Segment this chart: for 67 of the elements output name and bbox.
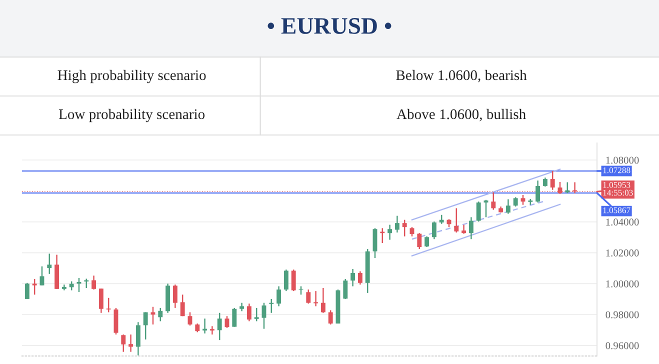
candlestick xyxy=(343,278,348,300)
y-tick-label: 1.02000 xyxy=(606,249,639,257)
candlestick xyxy=(468,216,474,240)
candlestick xyxy=(232,307,237,328)
candlestick xyxy=(98,288,104,314)
y-tick-label: 1.08000 xyxy=(606,156,639,164)
candlestick xyxy=(320,287,326,314)
candlestick xyxy=(128,334,134,352)
text: High probability scenario xyxy=(58,70,206,84)
candlestick xyxy=(92,275,96,290)
candlestick xyxy=(246,302,252,322)
candlestick xyxy=(276,286,282,307)
candlestick xyxy=(32,278,37,296)
candlestick xyxy=(291,268,296,292)
candlestick xyxy=(202,318,208,334)
candlestick xyxy=(136,322,140,356)
candlestick xyxy=(114,307,118,336)
candlestick xyxy=(210,326,214,336)
candlestick xyxy=(402,219,407,237)
y-tick-label: 0.96000 xyxy=(606,342,639,350)
candlestick xyxy=(224,315,230,328)
candlestick xyxy=(121,334,126,352)
candlestick xyxy=(262,302,266,330)
ref-line-label: 1.05953 14:55:03 xyxy=(603,182,633,196)
candlestick xyxy=(358,270,362,286)
candlestick xyxy=(380,228,385,244)
candlestick xyxy=(513,196,518,208)
candlestick xyxy=(565,182,570,194)
candlestick xyxy=(328,310,333,326)
candlestick xyxy=(410,226,414,237)
candlestick xyxy=(491,192,496,210)
candlestick xyxy=(506,198,510,214)
candlestick xyxy=(454,208,459,234)
text: Below 1.0600, bearish xyxy=(396,70,527,82)
candlestick xyxy=(106,297,111,313)
candlestick xyxy=(424,236,430,248)
ref-line-label: 1.07288 xyxy=(603,167,630,174)
candlestick xyxy=(476,200,481,222)
candlestick xyxy=(536,180,540,204)
candlestick xyxy=(172,284,178,309)
candlestick xyxy=(432,220,436,240)
candlestick xyxy=(158,307,163,322)
chart-title: • EURUSD • xyxy=(268,18,392,34)
y-tick-label: 1.04000 xyxy=(606,218,639,226)
candlestick xyxy=(388,224,392,240)
candlestick xyxy=(350,268,356,287)
y-tick-label: 0.98000 xyxy=(606,311,639,318)
candlestick xyxy=(143,312,148,340)
text: Low probability scenario xyxy=(58,108,205,122)
y-tick-label: 1.00000 xyxy=(606,280,639,288)
candlestick xyxy=(520,194,526,206)
candlestick xyxy=(24,282,30,300)
candlestick xyxy=(284,268,288,292)
candlestick xyxy=(180,294,185,317)
candlestick xyxy=(394,215,400,234)
candlestick xyxy=(306,288,311,304)
candlestick xyxy=(47,253,52,275)
candlestick xyxy=(417,232,422,250)
text: Above 1.0600, bullish xyxy=(396,108,526,122)
candlestick xyxy=(269,298,274,314)
candlestick xyxy=(314,290,318,307)
ref-line-label: 1.05867 xyxy=(603,207,630,214)
candlestick xyxy=(372,228,378,259)
candlestick xyxy=(254,307,259,322)
candlestick xyxy=(188,312,192,326)
candlestick xyxy=(217,312,222,341)
candlestick xyxy=(40,266,44,286)
